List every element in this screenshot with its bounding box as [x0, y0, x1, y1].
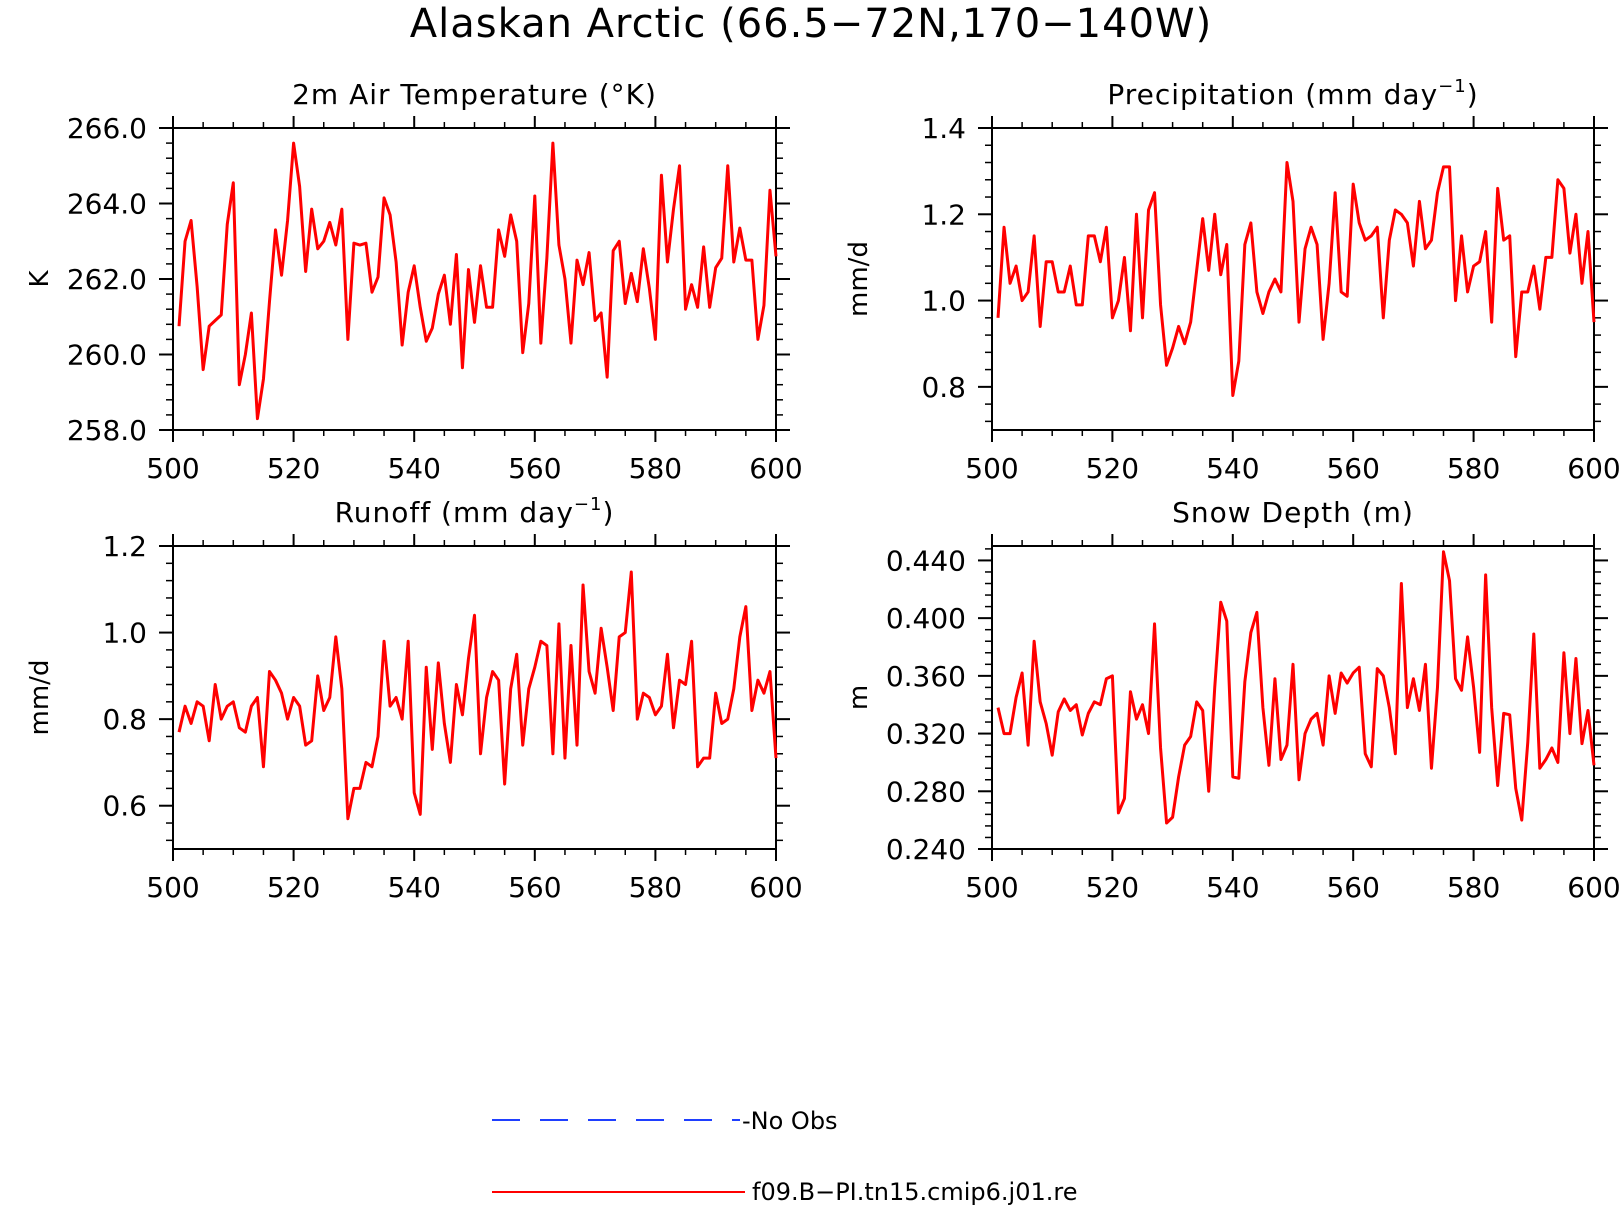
air-temperature-x-tick-label: 500: [146, 452, 199, 485]
snow-depth-y-tick-label: 0.280: [886, 775, 966, 808]
snow-depth-y-tick-label: 0.360: [886, 660, 966, 693]
precipitation-x-tick-label: 540: [1206, 452, 1259, 485]
panel-snow-depth: Snow Depth (m) m 500 520 540 560 580 600 0.240 0.…: [844, 496, 1621, 904]
snow-depth-plot-frame: [991, 545, 1595, 850]
precipitation-y-tick-label: 1.2: [921, 198, 966, 231]
air-temperature-y-tick-label: 262.0: [67, 263, 147, 296]
runoff-plot-frame: [172, 545, 777, 850]
precipitation-y-tick-label: 0.8: [921, 371, 966, 404]
runoff-title-text: Runoff (mm day: [335, 496, 574, 529]
precipitation-x-tick-label: 600: [1567, 452, 1620, 485]
air-temperature-y-tick-label: 266.0: [67, 112, 147, 145]
runoff-title-close: ): [602, 496, 614, 529]
legend-label-model: f09.B−PI.tn15.cmip6.j01.re: [752, 1178, 1077, 1205]
runoff-x-tick-label: 500: [146, 871, 199, 904]
runoff-x-tick-label: 560: [508, 871, 561, 904]
snow-depth-x-tick-label: 560: [1326, 871, 1379, 904]
runoff-y-tick-label: 1.0: [102, 617, 147, 650]
snow-depth-x-tick-label: 500: [965, 871, 1018, 904]
runoff-y-tick-label: 0.6: [102, 790, 147, 823]
runoff-title: Runoff (mm day−1): [335, 494, 615, 529]
air-temperature-x-tick-label: 580: [629, 452, 682, 485]
precipitation-x-tick-label: 560: [1326, 452, 1379, 485]
snow-depth-y-axis-label: m: [844, 685, 874, 710]
runoff-y-tick-label: 1.2: [102, 530, 147, 563]
panel-runoff: Runoff (mm day−1) mm/d 500 520 540 560 580 600 0…: [25, 494, 803, 904]
snow-depth-x-tick-label: 540: [1206, 871, 1259, 904]
air-temperature-x-tick-label: 560: [508, 452, 561, 485]
air-temperature-y-tick-label: 264.0: [67, 188, 147, 221]
air-temperature-x-tick-label: 520: [267, 452, 320, 485]
snow-depth-y-tick-label: 0.400: [886, 602, 966, 635]
air-temperature-series-line: [177, 141, 778, 421]
snow-depth-x-tick-label: 600: [1567, 871, 1620, 904]
precipitation-y-tick-label: 1.0: [921, 285, 966, 318]
snow-depth-title: Snow Depth (m): [1172, 496, 1414, 529]
panel-air-temperature: 2m Air Temperature (°K) K 500 520 540 560 580 6…: [25, 78, 803, 485]
legend: -No Obs f09.B−PI.tn15.cmip6.j01.re: [492, 1107, 1077, 1205]
runoff-title-superscript: −1: [574, 494, 603, 515]
snow-depth-y-tick-label: 0.440: [886, 544, 966, 577]
precipitation-y-axis-label: mm/d: [844, 241, 874, 317]
air-temperature-x-tick-label: 600: [749, 452, 802, 485]
precipitation-plot-frame: [991, 127, 1595, 431]
snow-depth-series-line: [996, 550, 1596, 825]
runoff-y-axis-label: mm/d: [25, 660, 55, 736]
figure-title: Alaskan Arctic (66.5−72N,170−140W): [410, 1, 1212, 47]
snow-depth-y-tick-label: 0.240: [886, 833, 966, 866]
snow-depth-x-tick-label: 520: [1086, 871, 1139, 904]
runoff-series-line: [177, 570, 778, 821]
runoff-x-tick-label: 540: [387, 871, 440, 904]
precipitation-x-tick-label: 520: [1086, 452, 1139, 485]
precipitation-title-text: Precipitation (mm day: [1107, 78, 1438, 111]
precipitation-x-tick-label: 500: [965, 452, 1018, 485]
precipitation-title-superscript: −1: [1438, 76, 1467, 97]
panel-precipitation: Precipitation (mm day−1) mm/d 500 520 540 560…: [844, 76, 1621, 485]
legend-label-no-obs: -No Obs: [742, 1107, 838, 1135]
air-temperature-y-tick-label: 260.0: [67, 339, 147, 372]
air-temperature-x-tick-label: 540: [387, 452, 440, 485]
air-temperature-y-tick-label: 258.0: [67, 414, 147, 447]
precipitation-title: Precipitation (mm day−1): [1107, 76, 1478, 111]
air-temperature-title: 2m Air Temperature (°K): [292, 78, 657, 111]
snow-depth-x-tick-label: 580: [1447, 871, 1500, 904]
runoff-x-tick-label: 520: [267, 871, 320, 904]
precipitation-title-close: ): [1467, 78, 1479, 111]
snow-depth-y-tick-label: 0.320: [886, 718, 966, 751]
precipitation-series-line: [996, 161, 1596, 397]
runoff-x-tick-label: 580: [629, 871, 682, 904]
precipitation-x-tick-label: 580: [1447, 452, 1500, 485]
precipitation-y-tick-label: 1.4: [921, 112, 966, 145]
air-temperature-y-axis-label: K: [25, 270, 55, 288]
runoff-x-tick-label: 600: [749, 871, 802, 904]
runoff-y-tick-label: 0.8: [102, 703, 147, 736]
